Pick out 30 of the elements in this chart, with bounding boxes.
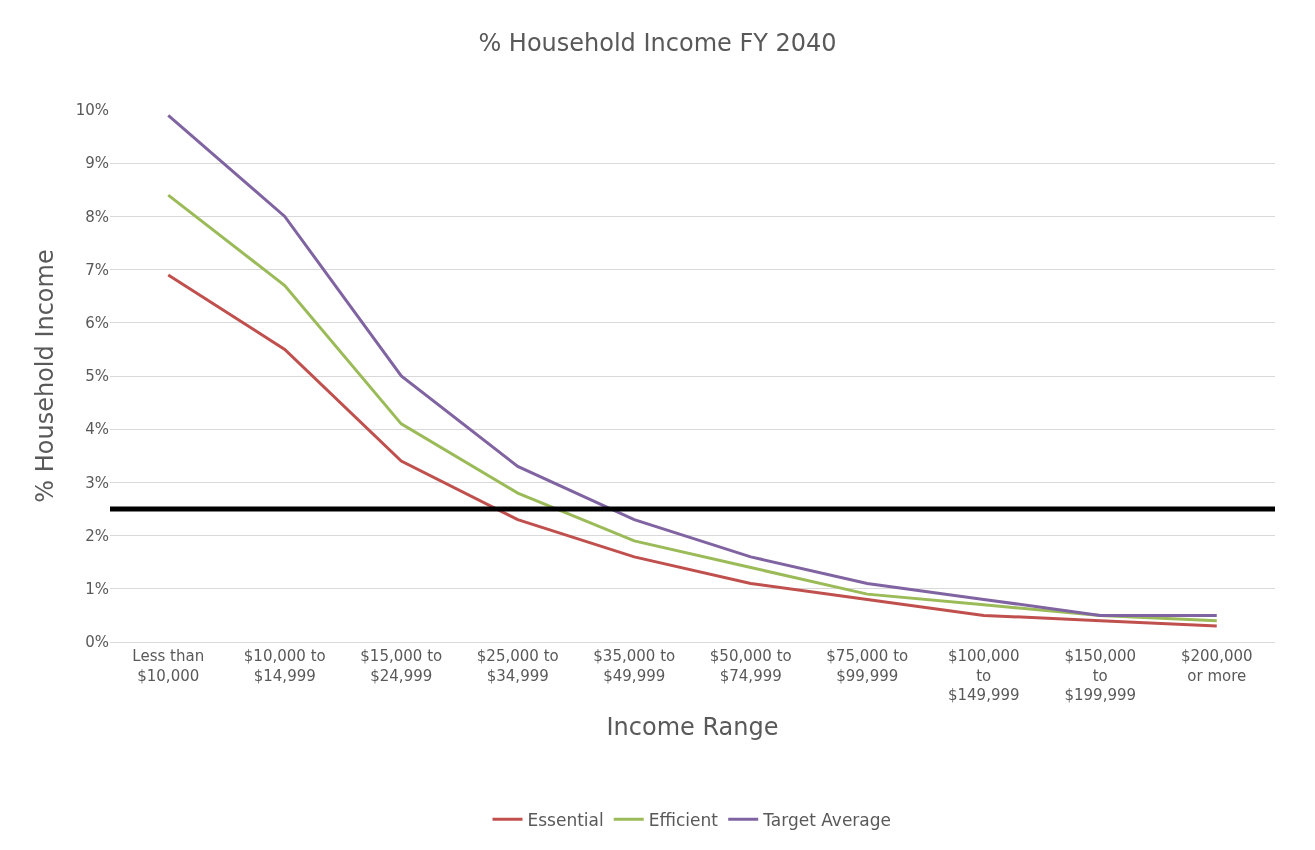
y-tick-label: 5% [85,367,109,386]
y-tick-label: 7% [85,260,109,279]
y-axis-title: % Household Income [30,249,59,503]
y-tick-label: 1% [85,580,109,599]
x-tick-label: Less than $10,000 [132,647,205,685]
x-tick-label: $25,000 to $34,999 [476,647,559,685]
x-tick-label: $50,000 to $74,999 [709,647,792,685]
y-tick-label: 4% [85,420,109,439]
x-tick-label: $200,000 or more [1180,647,1253,685]
y-tick-label: 6% [85,314,109,333]
x-tick-label: $15,000 to $24,999 [360,647,443,685]
y-tick-label: 0% [85,633,109,652]
legend-label: Target Average [762,809,892,830]
legend-label: Efficient [648,809,719,830]
x-tick-label: $10,000 to $14,999 [243,647,326,685]
x-tick-label: $35,000 to $49,999 [593,647,676,685]
legend-label: Essential [527,809,604,830]
line-series [166,113,1219,617]
y-tick-label: 3% [85,473,109,492]
line-series [166,273,1219,628]
line-series [166,193,1219,623]
y-tick-label: 8% [85,207,109,226]
x-tick-label: $75,000 to $99,999 [826,647,909,685]
x-axis-title: Income Range [606,713,779,742]
y-tick-label: 10% [75,101,109,120]
y-tick-label: 2% [85,526,109,545]
chart-title: % Household Income FY 2040 [478,28,837,57]
x-tick-label: $150,000 to $199,999 [1064,647,1137,704]
x-tick-label: $100,000 to $149,999 [947,647,1020,704]
y-tick-label: 9% [85,154,109,173]
